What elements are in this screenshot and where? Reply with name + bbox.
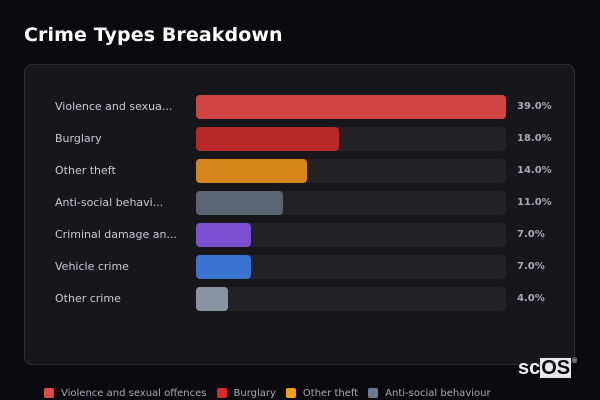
bar-track xyxy=(196,223,506,247)
bar-track xyxy=(196,191,506,215)
chart-card: Violence and sexua... 39.0% Burglary 18.… xyxy=(24,64,575,365)
bar-label: Criminal damage an... xyxy=(55,228,177,241)
bar-value: 7.0% xyxy=(517,229,545,240)
bar-fill[interactable] xyxy=(196,127,340,151)
bar-fill[interactable] xyxy=(196,223,252,247)
chart-legend: Violence and sexual offences Burglary Ot… xyxy=(44,386,501,400)
legend-swatch-icon xyxy=(368,388,379,398)
bar-row: Other theft 14.0% xyxy=(55,159,575,183)
bar-row: Violence and sexua... 39.0% xyxy=(55,95,575,119)
bar-value: 4.0% xyxy=(517,293,545,304)
bar-fill[interactable] xyxy=(196,191,284,215)
legend-item[interactable]: Violence and sexual offences xyxy=(44,388,207,399)
bar-track xyxy=(196,159,506,183)
bar-row: Other crime 4.0% xyxy=(55,287,575,311)
bar-row: Vehicle crime 7.0% xyxy=(55,255,575,279)
bar-row: Burglary 18.0% xyxy=(55,127,575,151)
bar-label: Vehicle crime xyxy=(55,260,129,273)
bar-row: Criminal damage an... 7.0% xyxy=(55,223,575,247)
logo-text-os: OS xyxy=(540,357,572,379)
bar-track xyxy=(196,127,506,151)
bar-value: 14.0% xyxy=(517,165,552,176)
legend-swatch-icon xyxy=(44,388,54,398)
bar-row: Anti-social behavi... 11.0% xyxy=(55,191,575,215)
logo-text-sc: sc xyxy=(518,357,541,379)
bar-label: Other theft xyxy=(55,164,116,177)
legend-label: Burglary xyxy=(233,387,276,399)
chart-title: Crime Types Breakdown xyxy=(24,24,283,46)
bar-label: Anti-social behavi... xyxy=(55,196,164,209)
legend-item[interactable]: Other theft xyxy=(285,387,359,399)
registered-mark-icon: ® xyxy=(572,358,578,365)
bar-fill[interactable] xyxy=(196,287,228,311)
legend-item[interactable]: Burglary xyxy=(216,387,276,399)
bar-fill[interactable] xyxy=(196,95,506,119)
bar-value: 11.0% xyxy=(517,197,552,208)
bar-fill[interactable] xyxy=(196,255,252,279)
bar-value: 39.0% xyxy=(517,101,552,112)
bar-label: Other crime xyxy=(55,292,121,305)
bar-fill[interactable] xyxy=(196,159,308,183)
legend-swatch-icon xyxy=(216,388,227,398)
bar-track xyxy=(196,287,506,311)
bar-value: 18.0% xyxy=(517,133,552,144)
bar-track xyxy=(196,255,506,279)
legend-label: Other theft xyxy=(302,387,359,399)
bar-label: Burglary xyxy=(55,132,102,145)
legend-item[interactable]: Anti-social behaviour xyxy=(368,387,491,399)
bar-value: 7.0% xyxy=(517,261,545,272)
legend-label: Violence and sexual offences xyxy=(61,387,207,399)
bar-label: Violence and sexua... xyxy=(55,100,173,113)
scos-logo: sc OS ® xyxy=(518,358,577,378)
legend-label: Anti-social behaviour xyxy=(385,387,491,399)
bar-track xyxy=(196,95,506,119)
legend-swatch-icon xyxy=(285,388,296,398)
